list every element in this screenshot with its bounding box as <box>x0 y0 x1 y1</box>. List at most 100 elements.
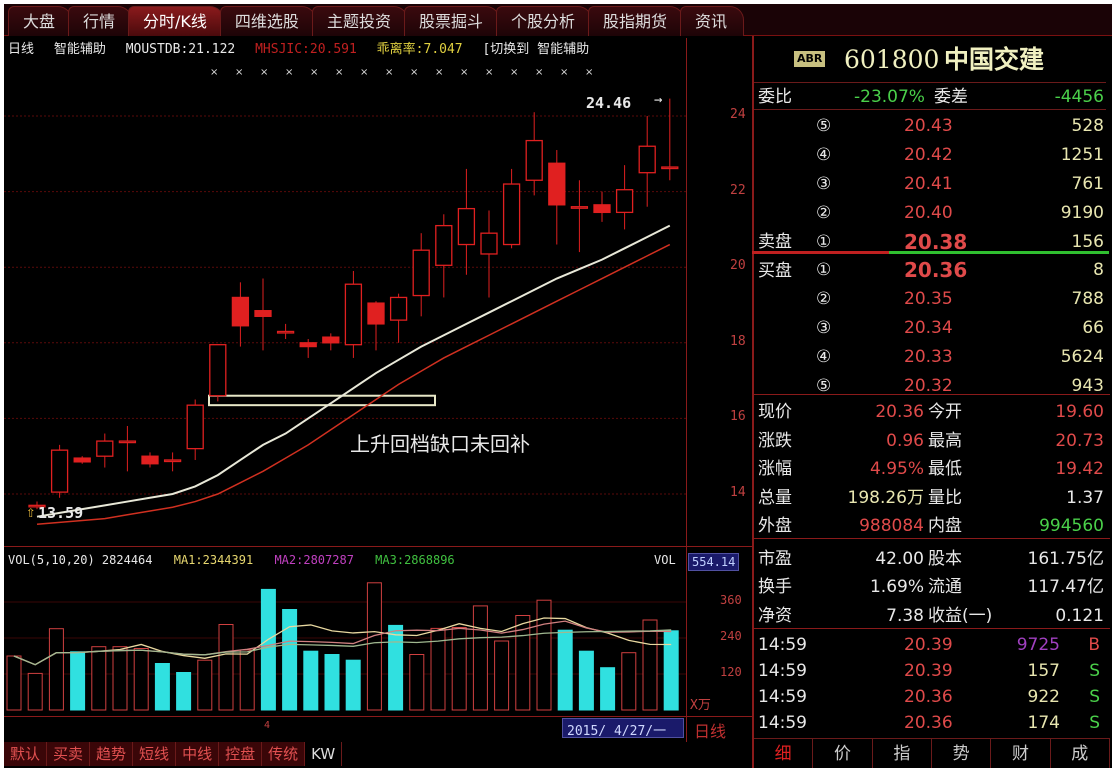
price-tick: 24 <box>730 107 746 122</box>
candle-body <box>276 330 295 334</box>
signal-marker: × <box>310 67 318 78</box>
tick-side: S <box>1089 687 1100 707</box>
ask-price: 20.41 <box>904 174 953 194</box>
date-marker: 4 <box>264 720 271 731</box>
ask-row: ③ 20.41 761 <box>754 170 1106 198</box>
stock-badge: ABR <box>794 51 826 67</box>
volume-bar <box>6 655 22 711</box>
stat-label: 净资 <box>758 605 792 626</box>
ask-row: ① 20.38 156 <box>754 228 1106 256</box>
sell-pressure-bar <box>752 251 889 254</box>
tab-7[interactable]: 股指期货 <box>587 6 684 36</box>
stat-label: 总量 <box>758 487 792 508</box>
bid-volume: 788 <box>1071 289 1104 309</box>
volume-bar <box>366 582 382 711</box>
ask-volume: 761 <box>1071 174 1104 194</box>
level-icon: ① <box>816 232 832 252</box>
stat-value: 198.26万 <box>847 487 924 508</box>
quote-tab-0[interactable]: 细 <box>754 739 814 768</box>
template-tab-0[interactable]: 默认 <box>4 742 48 766</box>
signal-marker: × <box>410 67 418 78</box>
quote-tab-2[interactable]: 指 <box>873 739 932 768</box>
signal-marker: × <box>385 67 393 78</box>
period-button[interactable]: 日线 <box>694 722 727 741</box>
tick-time: 14:59 <box>758 687 807 707</box>
ask-volume: 528 <box>1071 116 1104 136</box>
tick-price: 20.36 <box>904 687 953 707</box>
vol-ma3: MA3:2868896 <box>375 553 455 567</box>
stat-value: 994560 <box>1039 516 1104 536</box>
template-tab-6[interactable]: 传统 <box>262 742 306 766</box>
bid-volume: 66 <box>1082 318 1104 338</box>
volume-bar <box>451 627 467 711</box>
candle-body <box>209 344 227 397</box>
candle-body <box>344 283 363 346</box>
template-tab-4[interactable]: 中线 <box>176 742 220 766</box>
candle-body <box>141 455 159 465</box>
candle-body <box>435 224 453 266</box>
tick-side: B <box>1088 635 1100 655</box>
stat-label: 市盈 <box>758 548 792 569</box>
tab-8[interactable]: 资讯 <box>680 6 745 36</box>
signal-marker: × <box>485 67 493 78</box>
bid-row: ② 20.35 788 <box>754 285 1106 313</box>
stat-row: 涨跌 0.96 最高 20.73 <box>754 427 1106 455</box>
tab-2[interactable]: 分时/K线 <box>128 6 224 36</box>
vol-ma1: MA1:2344391 <box>173 553 254 567</box>
bid-volume: 943 <box>1071 376 1104 396</box>
bid-row: ⑤ 20.32 943 <box>754 372 1106 400</box>
quote-tab-4[interactable]: 财 <box>991 739 1051 768</box>
signal-marker: × <box>210 67 218 78</box>
vol-ma5-line <box>13 617 672 666</box>
stat-row: 市盈 42.00 股本 161.75亿 <box>754 545 1106 573</box>
candle-body <box>548 162 566 206</box>
quote-tab-1[interactable]: 价 <box>813 739 873 768</box>
vol-current-value: 554.14 <box>688 553 740 571</box>
signal-marker: × <box>360 67 368 78</box>
candle-body <box>525 139 543 181</box>
stock-code: 601800 <box>844 45 940 74</box>
tab-0[interactable]: 大盘 <box>8 6 73 36</box>
volume-bar <box>642 619 658 711</box>
tick-volume: 922 <box>1027 687 1060 707</box>
volume-bar <box>494 640 510 711</box>
assist-label[interactable]: 智能辅助 <box>53 42 106 57</box>
stat-label: 今开 <box>928 402 962 422</box>
candle-body <box>28 504 46 508</box>
ask-volume: 156 <box>1071 232 1104 252</box>
kline-chart[interactable]: × × × × × × × × × × × × × × × × <box>4 4 750 738</box>
signal-marker: × <box>335 67 343 78</box>
volume-bar <box>621 652 637 711</box>
template-tab-7[interactable]: KW <box>305 742 343 766</box>
indicator-moustdb: MOUSTDB:21.122 <box>125 42 236 57</box>
template-tab-5[interactable]: 控盘 <box>219 742 263 766</box>
top-tab-bar: 大盘 行情 分时/K线 四维选股 主题投资 股票掘斗 个股分析 股指期货 资讯 <box>4 4 1112 36</box>
stock-name: 中国交建 <box>944 45 1045 74</box>
quote-tab-5[interactable]: 成 <box>1051 739 1110 768</box>
low-price-label: 13.59 <box>38 504 84 522</box>
volume-bar <box>324 654 340 711</box>
candle-body <box>96 440 114 457</box>
bias-value: 乖离率:7.047 <box>376 42 463 57</box>
level-icon: ④ <box>816 347 832 367</box>
template-tab-3[interactable]: 短线 <box>133 742 177 766</box>
stat-row: 现价 20.36 今开 19.60 <box>754 398 1106 426</box>
tab-4[interactable]: 主题投资 <box>311 6 408 36</box>
bid-price: 20.33 <box>904 347 953 367</box>
sell-label: 卖盘 <box>758 232 792 252</box>
candle-body <box>254 310 272 317</box>
candle-body <box>118 440 137 444</box>
volume-bar <box>133 648 149 711</box>
stat-value: 20.73 <box>1055 430 1104 451</box>
tick-time: 14:59 <box>758 661 807 681</box>
chart-axis-divider <box>686 38 687 742</box>
tab-5[interactable]: 股票掘斗 <box>403 6 500 36</box>
tab-3[interactable]: 四维选股 <box>219 6 316 36</box>
template-tab-2[interactable]: 趋势 <box>90 742 134 766</box>
trade-tick-row: 14:59 20.39 9725 B <box>754 631 1106 659</box>
bid-price: 20.34 <box>904 318 953 338</box>
weicha-label: 委差 <box>934 87 968 107</box>
quote-tab-3[interactable]: 势 <box>932 739 992 768</box>
template-tab-1[interactable]: 买卖 <box>47 742 91 766</box>
switch-assist-link[interactable]: [切换到 智能辅助 <box>482 42 590 57</box>
